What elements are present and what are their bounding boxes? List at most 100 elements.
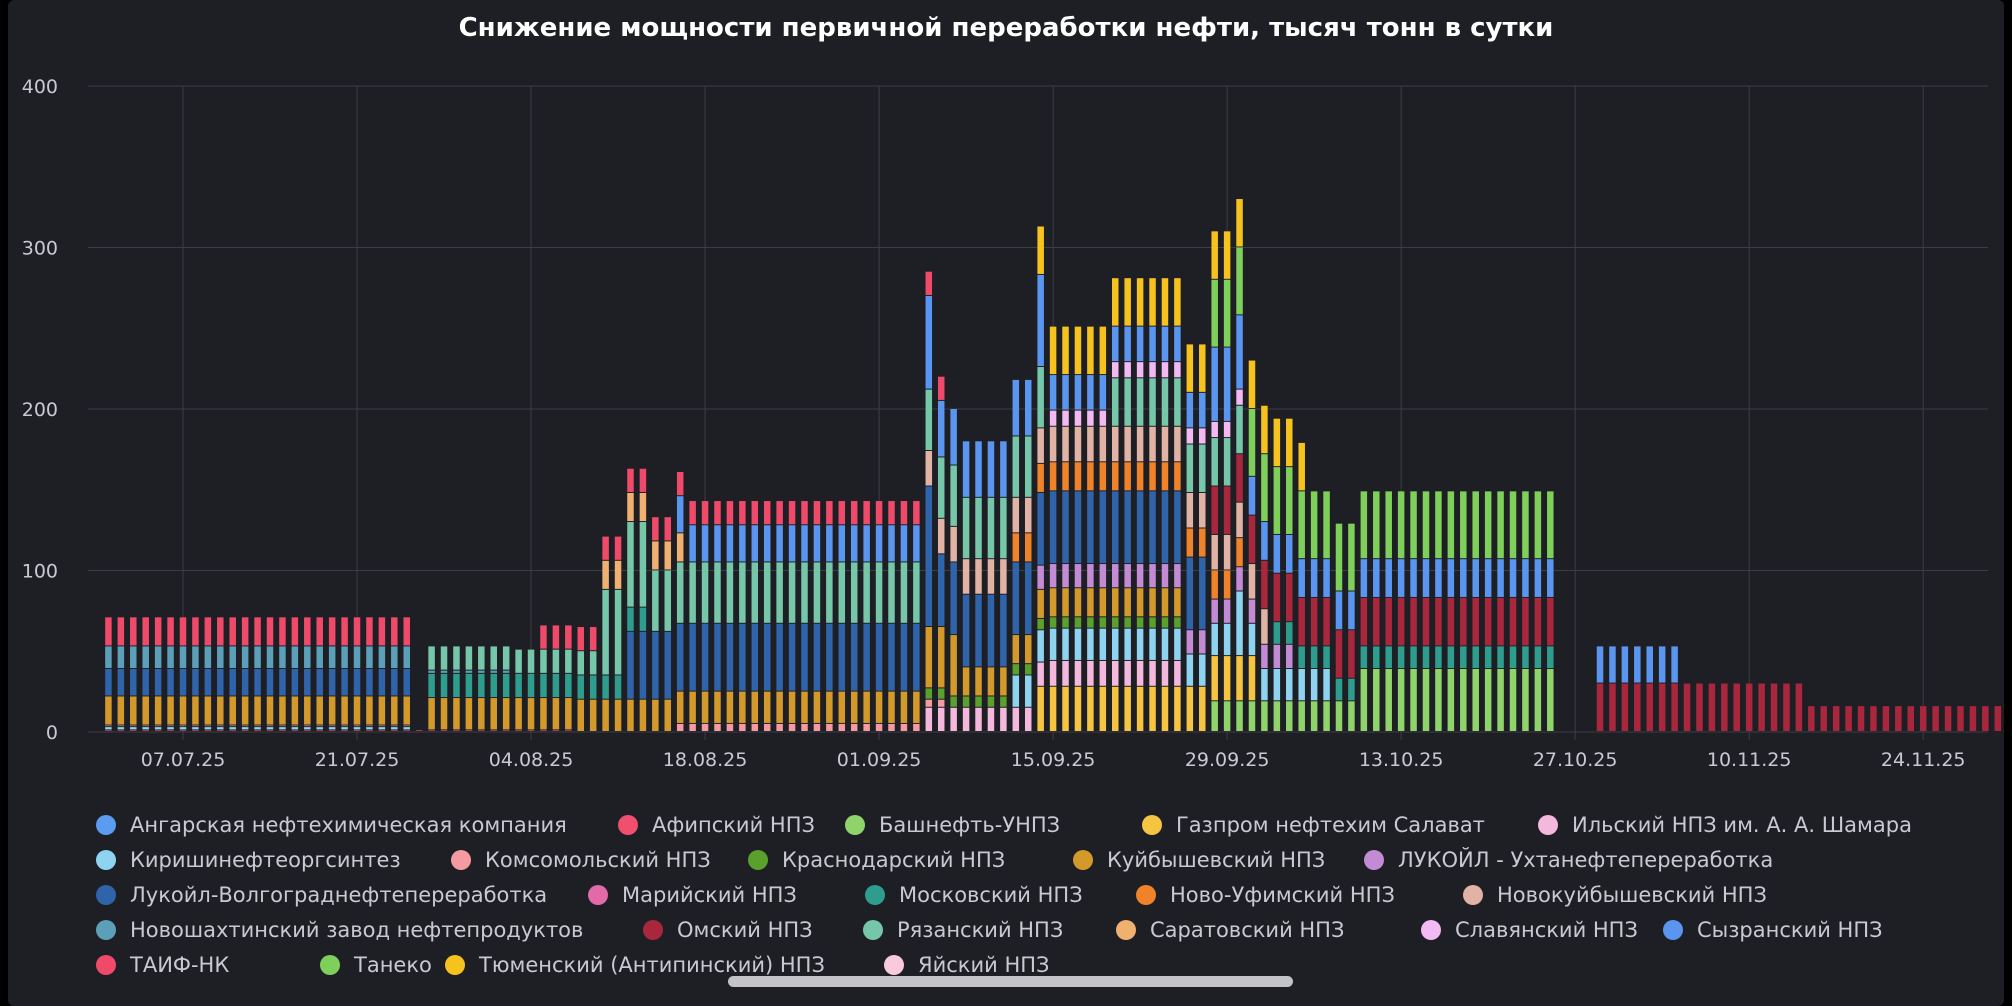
bar-segment[interactable] [440,670,448,673]
bar-segment[interactable] [1049,588,1057,617]
bar-segment[interactable] [254,669,261,696]
bar-segment[interactable] [1112,426,1119,462]
bar-segment[interactable] [1683,683,1691,731]
bar-segment[interactable] [1808,706,1815,731]
bar-segment[interactable] [229,725,236,727]
bar-segment[interactable] [440,673,448,698]
bar-segment[interactable] [751,525,759,562]
bar-segment[interactable] [627,492,634,522]
bar-segment[interactable] [863,562,870,623]
bar-segment[interactable] [552,625,560,649]
bar-segment[interactable] [502,730,510,731]
bar-segment[interactable] [1112,378,1119,426]
bar-segment[interactable] [254,696,261,725]
bar-segment[interactable] [1136,326,1144,362]
bar-segment[interactable] [1721,683,1728,731]
bar-segment[interactable] [950,409,957,465]
bar-segment[interactable] [490,673,498,698]
bar-segment[interactable] [950,465,957,526]
bar-segment[interactable] [478,646,485,670]
bar-segment[interactable] [1037,686,1044,731]
bar-segment[interactable] [1112,617,1119,628]
bar-segment[interactable] [1186,528,1194,557]
bar-segment[interactable] [266,725,274,727]
bar-segment[interactable] [1161,362,1169,378]
bar-segment[interactable] [1049,426,1057,462]
bar-segment[interactable] [391,669,398,696]
bar-segment[interactable] [1671,683,1678,731]
bar-segment[interactable] [1012,497,1020,533]
legend-item[interactable]: Рязанский НПЗ [863,918,1063,942]
bar-segment[interactable] [776,623,783,691]
bar-segment[interactable] [1012,635,1020,664]
bar-segment[interactable] [987,594,995,667]
bar-segment[interactable] [366,646,373,669]
bar-segment[interactable] [217,696,224,725]
bar-segment[interactable] [1845,706,1852,731]
bar-segment[interactable] [1472,597,1479,646]
bar-segment[interactable] [403,730,410,731]
bar-segment[interactable] [962,594,970,667]
bar-segment[interactable] [1547,669,1554,731]
bar-segment[interactable] [1957,706,1964,731]
bar-segment[interactable] [1074,660,1082,686]
bar-segment[interactable] [117,730,125,731]
bar-segment[interactable] [130,617,137,646]
bar-segment[interactable] [316,696,323,725]
bar-segment[interactable] [1447,559,1455,597]
bar-segment[interactable] [1099,410,1107,426]
bar-segment[interactable] [937,457,945,518]
bar-segment[interactable] [1223,570,1231,599]
bar-segment[interactable] [1310,597,1318,646]
bar-segment[interactable] [664,631,672,699]
bar-segment[interactable] [1099,564,1107,588]
legend-item[interactable]: Куйбышевский НПЗ [1073,848,1325,872]
bar-segment[interactable] [502,673,510,698]
scroll-indicator[interactable] [728,976,1293,987]
bar-segment[interactable] [676,533,684,562]
bar-segment[interactable] [763,525,771,562]
bar-segment[interactable] [328,727,336,730]
bar-segment[interactable] [279,730,286,731]
bar-segment[interactable] [1460,669,1467,731]
bar-segment[interactable] [1136,362,1144,378]
bar-segment[interactable] [1199,557,1206,630]
bar-segment[interactable] [1385,669,1392,731]
bar-segment[interactable] [254,730,261,731]
bar-segment[interactable] [614,560,622,589]
bar-segment[interactable] [403,669,410,696]
bar-segment[interactable] [1074,564,1082,588]
legend-item[interactable]: Тюменский (Антипинский) НПЗ [445,953,825,977]
bar-segment[interactable] [1037,565,1044,589]
bar-segment[interactable] [925,389,933,450]
bar-segment[interactable] [1087,462,1094,491]
bar-segment[interactable] [1447,646,1455,669]
bar-segment[interactable] [1161,278,1169,326]
bar-segment[interactable] [1112,462,1119,491]
bar-segment[interactable] [167,617,174,646]
bar-segment[interactable] [1049,491,1057,564]
bar-segment[interactable] [204,646,212,669]
bar-segment[interactable] [627,468,634,492]
bar-segment[interactable] [304,617,311,646]
bar-segment[interactable] [565,730,572,731]
bar-segment[interactable] [726,501,734,525]
bar-segment[interactable] [1596,646,1604,683]
bar-segment[interactable] [1373,669,1380,731]
bar-segment[interactable] [1385,646,1392,669]
bar-segment[interactable] [1136,660,1144,686]
bar-segment[interactable] [950,707,957,731]
bar-segment[interactable] [241,646,249,669]
bar-segment[interactable] [801,623,808,691]
bar-segment[interactable] [1385,491,1392,559]
legend-item[interactable]: Лукойл-Волгограднефтепереработка [96,883,547,907]
bar-segment[interactable] [701,525,709,562]
bar-segment[interactable] [751,691,759,723]
bar-segment[interactable] [1621,646,1629,683]
bar-segment[interactable] [1286,418,1293,467]
bar-segment[interactable] [154,646,162,669]
bar-segment[interactable] [565,673,572,698]
bar-segment[interactable] [179,669,187,696]
bar-segment[interactable] [328,730,336,731]
legend-item[interactable]: Краснодарский НПЗ [748,848,1005,872]
